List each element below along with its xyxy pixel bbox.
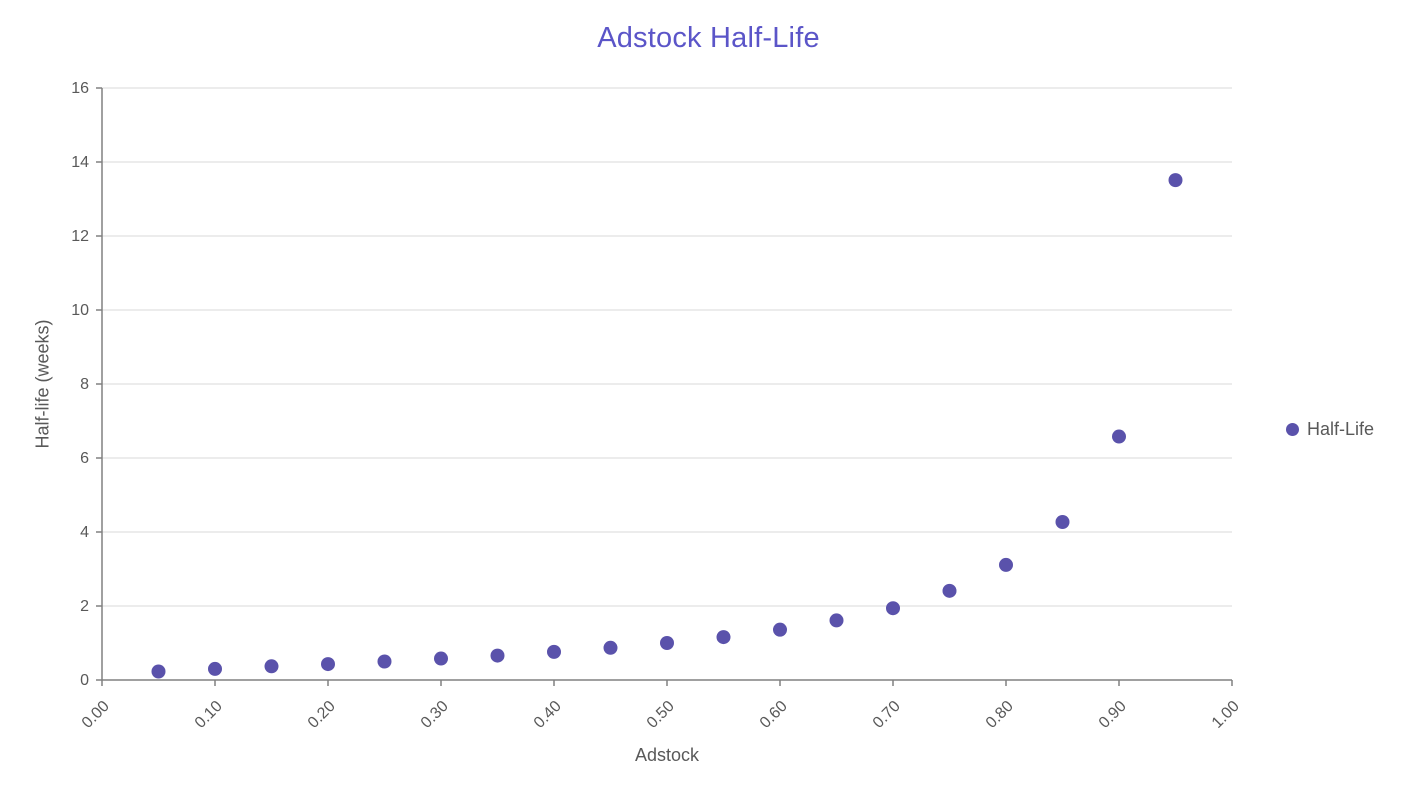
x-tick-label: 0.10 [192, 698, 226, 732]
x-tick-label: 0.30 [418, 698, 452, 732]
legend: Half-Life [1286, 419, 1374, 440]
data-point [264, 659, 279, 674]
data-point [999, 557, 1013, 572]
data-point [151, 664, 166, 679]
data-point [773, 622, 787, 637]
x-tick-label: 0.00 [79, 698, 113, 732]
y-tick-label: 8 [80, 376, 89, 393]
data-point [547, 644, 561, 659]
data-point [660, 636, 674, 650]
x-tick-label: 0.40 [531, 698, 565, 732]
y-tick-label: 4 [80, 524, 89, 541]
y-tick-label: 16 [71, 80, 89, 97]
legend-label: Half-Life [1307, 419, 1375, 439]
y-tick-label: 12 [71, 228, 89, 245]
y-tick-label: 0 [80, 672, 89, 689]
x-tick-label: 0.80 [983, 698, 1017, 732]
x-tick-label: 0.60 [757, 698, 791, 732]
data-point [942, 583, 957, 598]
x-tick-label: 0.20 [305, 698, 339, 732]
data-point [603, 640, 618, 655]
x-tick-label: 0.90 [1096, 698, 1130, 732]
data-point [1112, 429, 1126, 444]
data-point [1168, 173, 1183, 188]
data-point [434, 651, 448, 666]
data-point [829, 613, 844, 628]
x-tick-label: 0.70 [870, 698, 904, 732]
y-tick-label: 14 [71, 154, 89, 171]
x-axis-title: Adstock [634, 745, 700, 765]
data-point [1055, 515, 1070, 530]
data-point [377, 654, 392, 669]
data-point [490, 648, 505, 663]
y-tick-label: 2 [80, 598, 89, 615]
data-point [886, 601, 900, 616]
legend-marker-icon [1286, 423, 1299, 436]
y-axis-title: Half-life (weeks) [32, 319, 53, 449]
x-tick-label: 0.50 [644, 698, 678, 732]
chart-title: Adstock Half-Life [597, 22, 820, 54]
data-point [321, 657, 335, 672]
y-tick-label: 6 [80, 450, 89, 467]
data-point [716, 630, 731, 645]
y-tick-label: 10 [71, 302, 89, 319]
x-tick-label: 1.00 [1209, 698, 1243, 732]
data-point [208, 661, 222, 676]
